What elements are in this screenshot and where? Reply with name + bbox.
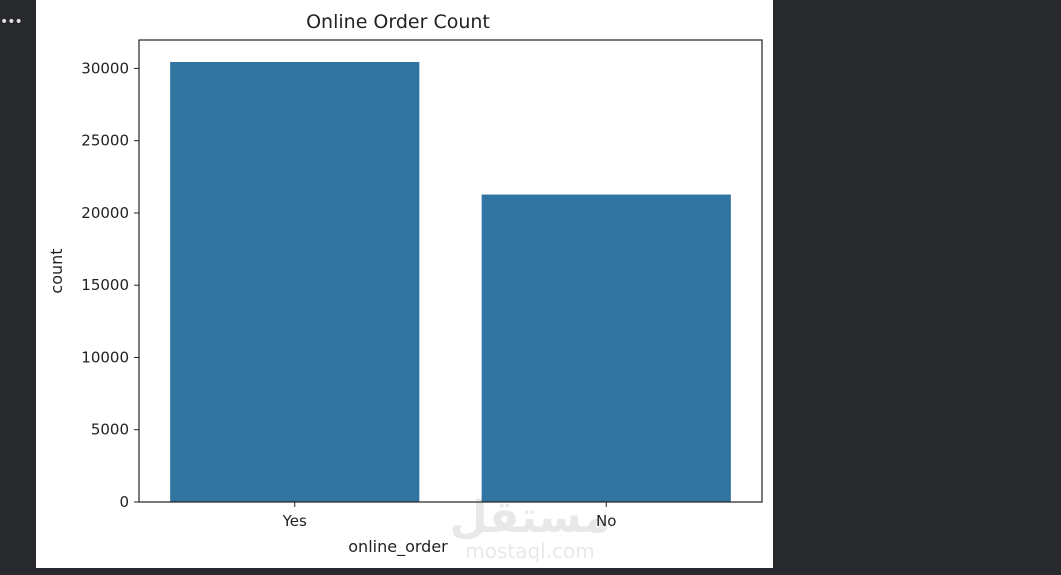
bar-no xyxy=(481,194,731,503)
bar-yes xyxy=(170,61,420,502)
y-tick-label: 15000 xyxy=(81,276,129,294)
watermark-logo: مستقل mostaql.com xyxy=(450,492,611,563)
x-tick-label: Yes xyxy=(282,512,307,530)
more-options-icon[interactable]: ••• xyxy=(0,14,23,30)
svg-text:مستقل: مستقل xyxy=(450,492,611,543)
bar-chart: Online Order Count 0 5000 10000 15000 20000 2… xyxy=(47,11,763,563)
y-tick-label: 30000 xyxy=(81,59,129,77)
svg-text:mostaql.com: mostaql.com xyxy=(465,539,595,563)
figure: Online Order Count 0 5000 10000 15000 20000 2… xyxy=(36,0,773,568)
x-tick-label: No xyxy=(596,512,616,530)
y-axis-label: count xyxy=(47,248,66,293)
x-axis-label: online_order xyxy=(348,537,448,557)
axes-frame xyxy=(138,39,763,503)
y-tick-label: 25000 xyxy=(81,132,129,150)
y-tick-label: 5000 xyxy=(91,421,129,439)
y-tick-label: 20000 xyxy=(81,204,129,222)
y-tick-label: 0 xyxy=(119,493,129,511)
chart-title: Online Order Count xyxy=(306,11,490,33)
y-tick-label: 10000 xyxy=(81,348,129,366)
